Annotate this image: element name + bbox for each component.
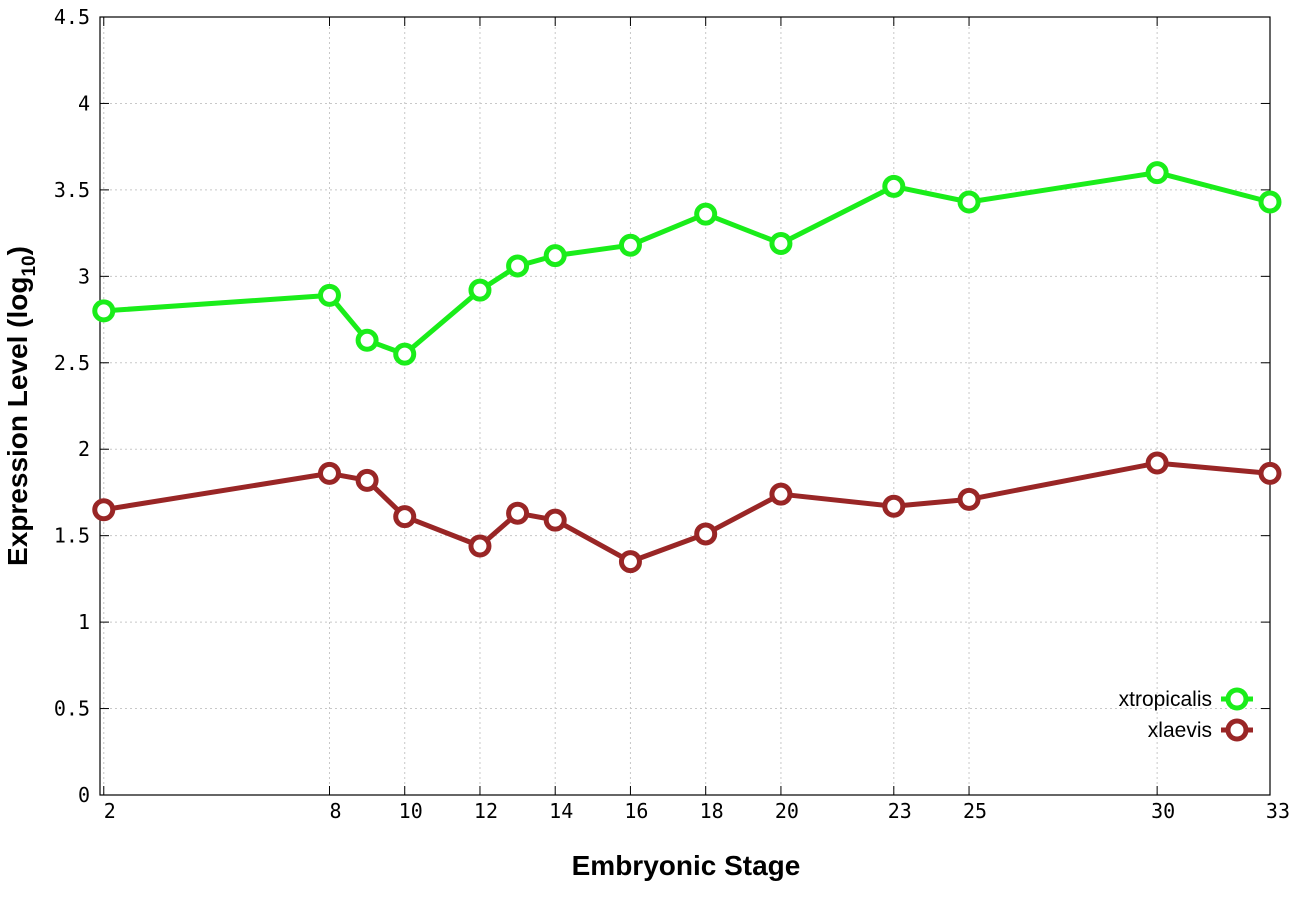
series-layer: [92, 161, 1282, 574]
series-xtropicalis: [92, 161, 1282, 366]
data-point-xlaevis: [1145, 451, 1169, 475]
data-point-xlaevis: [317, 461, 341, 485]
x-tick-label: 12: [474, 799, 498, 823]
x-tick-label: 30: [1151, 799, 1175, 823]
x-tick-label: 2: [104, 799, 116, 823]
data-point-xtropicalis: [882, 174, 906, 198]
y-tick-label: 1.5: [54, 524, 90, 548]
data-point-xtropicalis: [618, 233, 642, 257]
legend-label: xlaevis: [1148, 719, 1212, 742]
data-point-xtropicalis: [694, 202, 718, 226]
y-axis-title-close: ): [2, 246, 33, 255]
legend-label: xtropicalis: [1119, 688, 1212, 711]
data-point-xtropicalis: [769, 231, 793, 255]
series-xlaevis: [92, 451, 1282, 574]
data-point-xlaevis: [393, 505, 417, 529]
x-tick-label: 18: [700, 799, 724, 823]
y-tick-label: 2: [78, 437, 90, 461]
data-point-xlaevis: [1258, 461, 1282, 485]
x-tick-label: 14: [549, 799, 573, 823]
y-tick-label: 1: [78, 610, 90, 634]
plot-area-frame: [99, 16, 1271, 796]
data-point-xtropicalis: [468, 278, 492, 302]
data-point-xtropicalis: [393, 342, 417, 366]
y-tick-label: 2.5: [54, 351, 90, 375]
legend-marker: [1225, 687, 1249, 711]
data-point-xlaevis: [506, 501, 530, 525]
data-point-xlaevis: [468, 534, 492, 558]
x-tick-label: 8: [329, 799, 341, 823]
data-point-xlaevis: [882, 494, 906, 518]
data-point-xlaevis: [543, 508, 567, 532]
y-tick-label: 0: [78, 783, 90, 807]
x-tick-label: 20: [775, 799, 799, 823]
y-axis-title: Expression Level (log10): [2, 246, 40, 566]
data-point-xtropicalis: [506, 254, 530, 278]
x-tick-label: 25: [963, 799, 987, 823]
y-tick-label: 4: [78, 91, 90, 115]
x-tick-label: 10: [399, 799, 423, 823]
axis-ticks: 0 0.5 1 1.5 2 2.5 3 3.5 4 4.5 2 8 10 12 14 16 18 20 23 25 30…: [54, 5, 1290, 823]
data-point-xtropicalis: [317, 283, 341, 307]
y-tick-label: 4.5: [54, 5, 90, 29]
y-tick-label: 3.5: [54, 178, 90, 202]
data-point-xlaevis: [92, 498, 116, 522]
legend: xtropicalis xlaevis: [1119, 687, 1253, 742]
data-point-xtropicalis: [543, 244, 567, 268]
y-axis-title-subscript: 10: [19, 255, 40, 276]
data-point-xlaevis: [957, 487, 981, 511]
x-tick-label: 16: [624, 799, 648, 823]
data-point-xlaevis: [769, 482, 793, 506]
data-point-xtropicalis: [957, 190, 981, 214]
legend-marker: [1225, 718, 1249, 742]
data-point-xlaevis: [355, 468, 379, 492]
data-point-xtropicalis: [355, 328, 379, 352]
y-tick-label: 0.5: [54, 697, 90, 721]
gridlines: [100, 17, 1270, 795]
legend-item-xlaevis: xlaevis: [1148, 718, 1253, 742]
data-point-xtropicalis: [92, 299, 116, 323]
legend-item-xtropicalis: xtropicalis: [1119, 687, 1253, 711]
data-point-xtropicalis: [1145, 161, 1169, 185]
y-tick-label: 3: [78, 264, 90, 288]
data-point-xlaevis: [694, 522, 718, 546]
data-point-xlaevis: [618, 550, 642, 574]
series-line-xtropicalis: [103, 170, 1271, 357]
x-tick-label: 33: [1266, 799, 1290, 823]
data-point-xtropicalis: [1258, 190, 1282, 214]
x-tick-label: 23: [888, 799, 912, 823]
y-axis-title-main: Expression Level (log: [2, 277, 33, 566]
series-line-xlaevis: [103, 460, 1271, 565]
x-axis-title: Embryonic Stage: [572, 850, 801, 881]
